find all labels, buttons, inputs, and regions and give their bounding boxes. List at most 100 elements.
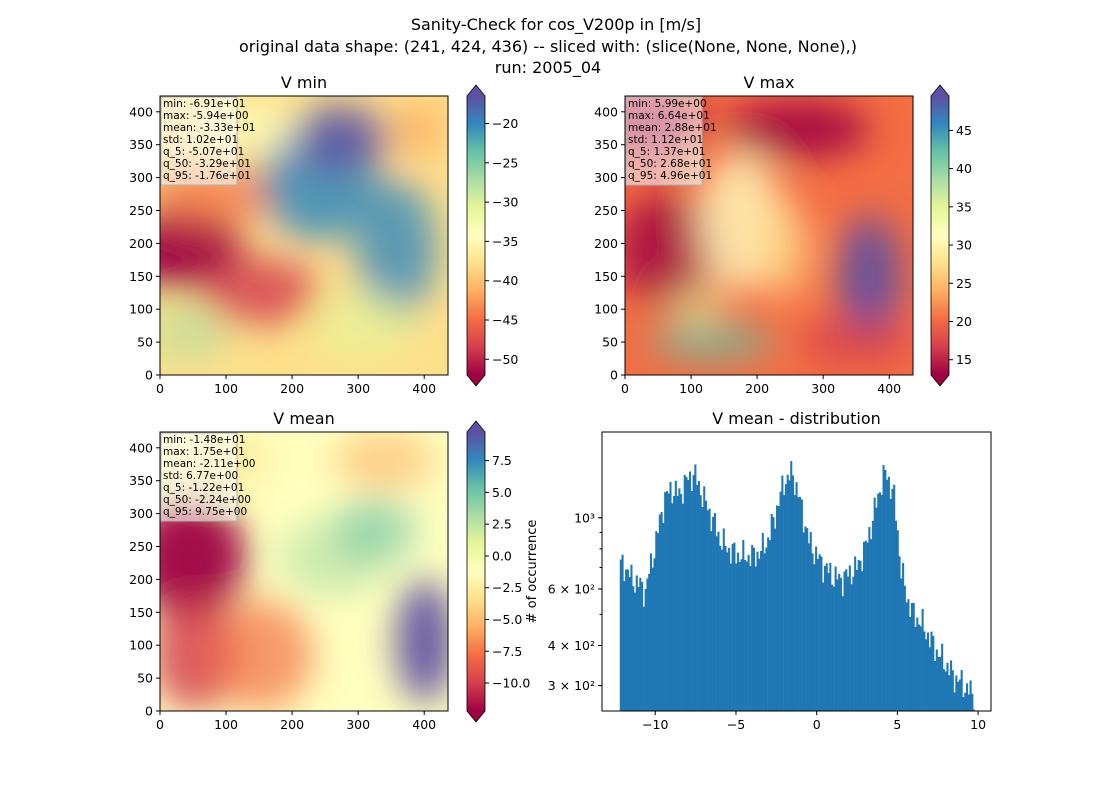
colorbar-tick-label: 2.5 bbox=[492, 517, 512, 532]
histogram-bar bbox=[887, 476, 890, 711]
histogram-bar bbox=[630, 564, 633, 711]
histogram-bar bbox=[807, 543, 811, 711]
histogram-bar bbox=[868, 527, 871, 711]
histogram-bar bbox=[744, 560, 747, 711]
histogram-bar bbox=[722, 528, 725, 711]
histogram-bar bbox=[852, 576, 855, 711]
histogram-bar bbox=[903, 585, 906, 711]
x-tick-label: 400 bbox=[877, 381, 901, 396]
histogram-bar bbox=[687, 479, 690, 711]
stats-line: mean: 2.88e+01 bbox=[628, 122, 717, 134]
heatmap-blob bbox=[797, 319, 913, 364]
histogram-bar bbox=[678, 488, 681, 711]
heatmap-blob bbox=[668, 282, 726, 328]
x-tick-label: 300 bbox=[346, 717, 370, 732]
histogram-bar bbox=[925, 639, 928, 711]
x-tick-label: 200 bbox=[280, 717, 304, 732]
y-tick-label: 0 bbox=[610, 368, 618, 383]
histogram-bar bbox=[847, 576, 850, 711]
colorbar-extend-min bbox=[467, 711, 485, 722]
histogram-bar bbox=[939, 656, 942, 711]
histogram-bar bbox=[657, 533, 660, 711]
y-tick-label: 100 bbox=[129, 302, 153, 317]
y-tick-label: 350 bbox=[129, 137, 153, 152]
histogram-bar bbox=[891, 488, 894, 711]
colorbar-outline bbox=[466, 84, 486, 387]
colorbar: −20 −25 −30 −35 −40 −45 −50 bbox=[466, 84, 518, 387]
histogram-bar bbox=[635, 575, 638, 711]
histogram-bar bbox=[742, 540, 745, 711]
histogram-bars bbox=[619, 461, 976, 711]
histogram-bar bbox=[967, 694, 970, 711]
histogram-bar bbox=[802, 532, 805, 711]
histogram-bar bbox=[909, 616, 912, 711]
histogram-bar bbox=[948, 675, 951, 711]
histogram-bar bbox=[930, 631, 933, 711]
histogram-bar bbox=[829, 562, 832, 711]
histogram-bar bbox=[692, 475, 695, 711]
histogram-bar bbox=[719, 545, 722, 711]
heatmap-blob bbox=[286, 104, 391, 172]
histogram-bar bbox=[839, 577, 842, 711]
colorbar-tick-label: 30 bbox=[956, 238, 972, 253]
stats-line: q_95: -1.76e+01 bbox=[163, 170, 251, 182]
y-tick-label: 200 bbox=[129, 572, 153, 587]
heatmap-blobs bbox=[160, 432, 448, 711]
histogram-bar bbox=[784, 484, 787, 711]
histogram-bar bbox=[765, 547, 768, 711]
colorbar-tick-label: −35 bbox=[492, 234, 518, 249]
colorbar-tick-label: 7.5 bbox=[492, 453, 512, 468]
histogram-bar bbox=[850, 584, 853, 711]
y-tick-label: 250 bbox=[594, 203, 618, 218]
histogram-bar bbox=[861, 571, 864, 711]
x-tick-label: 0 bbox=[813, 717, 821, 732]
y-axis-label: # of occurrence bbox=[525, 520, 540, 624]
stats-line: max: 1.75e+01 bbox=[163, 446, 245, 458]
heatmap-blob bbox=[754, 199, 813, 300]
histogram-bar bbox=[685, 477, 688, 711]
histogram-bar bbox=[951, 670, 954, 711]
histogram-bar bbox=[671, 503, 674, 711]
colorbar-outline bbox=[466, 420, 486, 723]
colorbar-gradient bbox=[467, 96, 485, 375]
histogram-bar bbox=[712, 516, 715, 711]
histogram-bar bbox=[637, 586, 640, 711]
stats-line: min: -1.48e+01 bbox=[163, 434, 245, 446]
x-tick-label: 300 bbox=[346, 381, 370, 396]
histogram-bar bbox=[962, 696, 965, 711]
histogram-bar bbox=[818, 554, 821, 711]
histogram-bar bbox=[854, 556, 857, 711]
histogram-bar bbox=[758, 558, 761, 711]
histogram-bar bbox=[715, 536, 718, 711]
histogram-bar bbox=[799, 496, 802, 711]
y-tick-label: 200 bbox=[594, 236, 618, 251]
histogram-bar bbox=[621, 554, 624, 711]
stats-line: mean: -3.33e+01 bbox=[163, 122, 255, 134]
heatmap-blobs bbox=[625, 96, 913, 364]
stats-box-background bbox=[160, 432, 238, 522]
histogram-bar bbox=[928, 647, 931, 711]
histogram-bar bbox=[973, 709, 976, 711]
x-tick-label: −5 bbox=[727, 717, 745, 732]
histogram-bar bbox=[738, 561, 741, 711]
histogram-bar bbox=[790, 461, 793, 711]
figure-title-line-1: Sanity-Check for cos_V200p in [m/s] bbox=[411, 15, 701, 35]
histogram-bar bbox=[626, 569, 629, 711]
heatmap-blobs bbox=[160, 101, 448, 362]
histogram-bar bbox=[724, 545, 727, 711]
plot-frame bbox=[601, 431, 992, 712]
histogram-bar bbox=[770, 513, 773, 711]
y-tick-label: 100 bbox=[594, 302, 618, 317]
histogram-bar bbox=[726, 552, 729, 711]
heatmap-blob bbox=[335, 496, 417, 564]
histogram-bar bbox=[878, 492, 882, 711]
panel-title: V max bbox=[744, 73, 795, 92]
panel-title: V mean - distribution bbox=[712, 409, 881, 428]
y-tick-label: 50 bbox=[602, 335, 618, 350]
histogram-bar bbox=[779, 491, 782, 711]
heatmap-field bbox=[160, 96, 448, 375]
y-tick-label: 150 bbox=[129, 605, 153, 620]
histogram-bar bbox=[655, 531, 658, 711]
